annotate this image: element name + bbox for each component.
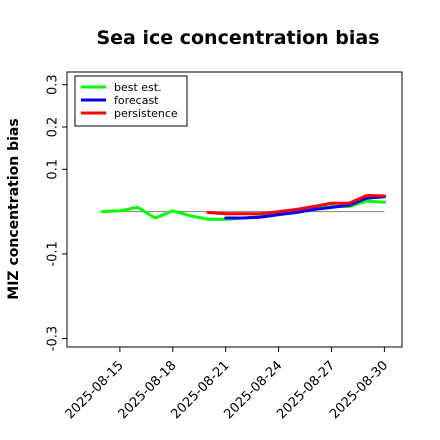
y-axis-label: MIZ concentration bias [6,118,22,299]
series-line-forecast [224,195,386,220]
plot-frame [66,71,403,348]
y-tick-label: -0.1 [46,241,61,266]
y-tick-label: 0.3 [46,74,61,95]
series-layer [100,194,386,221]
y-tick-label: 0.1 [46,159,61,180]
y-axis: -0.3 -0.1 0.1 0.2 0.3 [46,74,67,351]
x-axis: 2025-08-152025-08-182025-08-212025-08-24… [63,347,391,422]
y-tick-label: -0.3 [46,326,61,351]
legend-label-forecast: forecast [114,94,159,107]
series-line-persistence [206,194,386,216]
legend-label-persistence: persistence [114,107,178,120]
legend-label-best-est: best est. [114,81,162,94]
y-tick-label: 0.2 [46,117,61,138]
chart-title: Sea ice concentration bias [96,27,379,49]
